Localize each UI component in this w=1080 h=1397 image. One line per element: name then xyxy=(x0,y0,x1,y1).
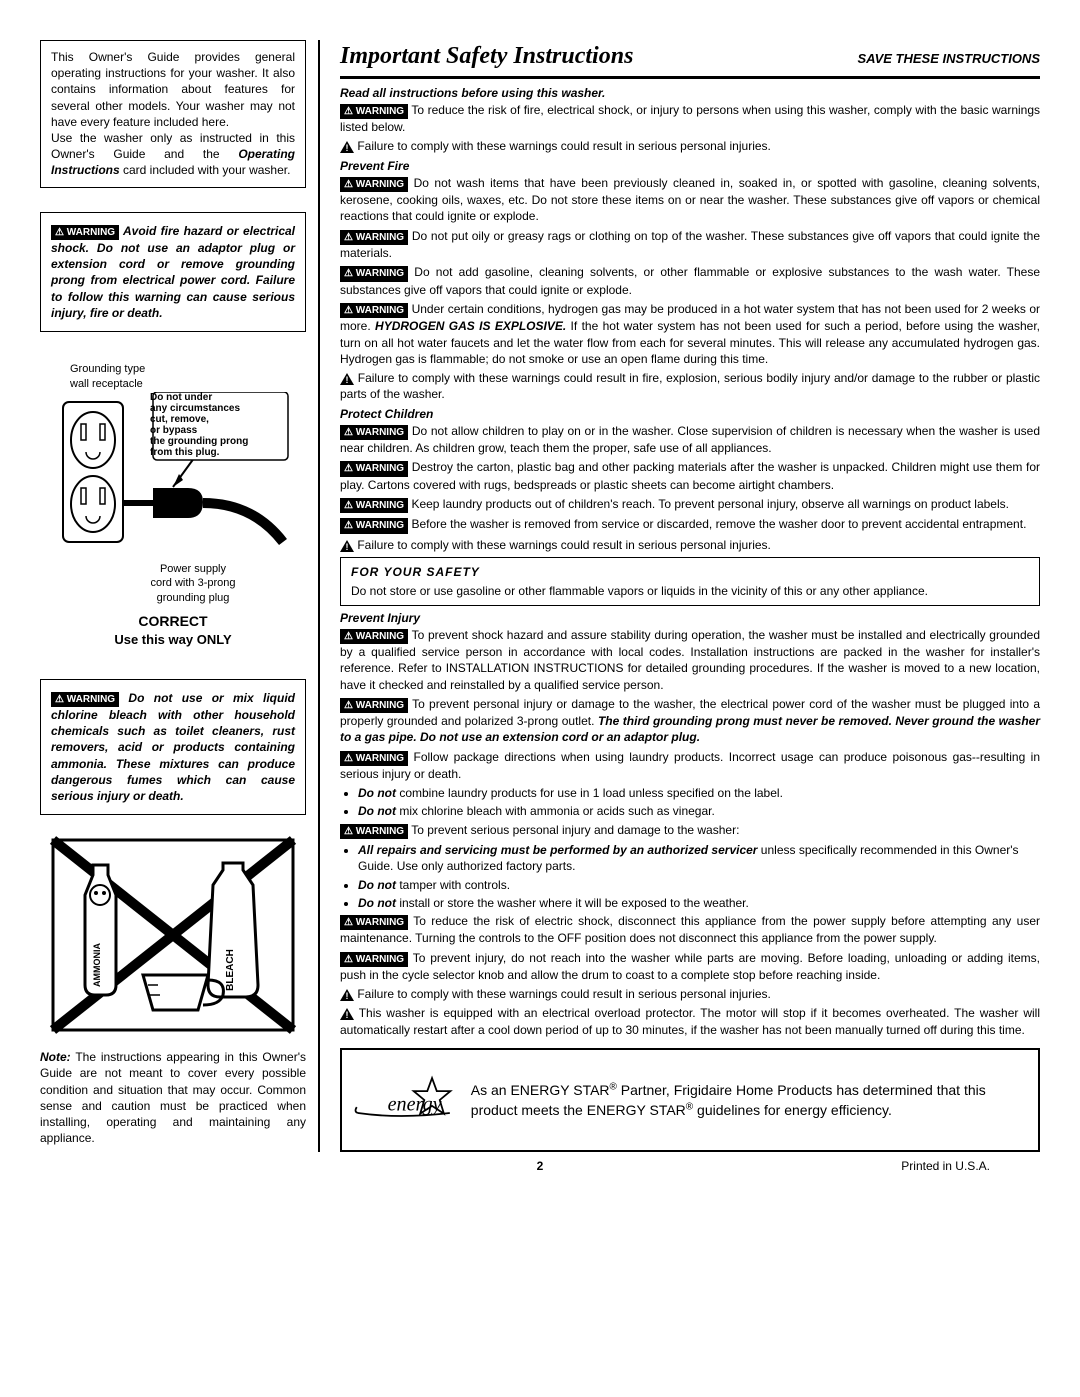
pi-7: ! This washer is equipped with an electr… xyxy=(340,1005,1040,1037)
svg-text:energy: energy xyxy=(388,1093,442,1115)
pi-5: WARNING To reduce the risk of electric s… xyxy=(340,913,1040,947)
warning-badge: WARNING xyxy=(340,461,408,477)
diagram-use-label: Use this way ONLY xyxy=(40,631,306,649)
for-your-safety-text: Do not store or use gasoline or other fl… xyxy=(351,583,1029,599)
diagram-label-2: Power supply cord with 3-prong grounding… xyxy=(40,562,306,607)
registered-icon: ® xyxy=(610,1081,617,1092)
section-protect-children: Protect Children xyxy=(340,406,1040,422)
fail-warning-2: ! Failure to comply with these warnings … xyxy=(340,537,1040,553)
svg-text:!: ! xyxy=(346,143,349,153)
danger-icon: ! xyxy=(340,540,354,552)
pi3-bullet-2: Do not mix chlorine bleach with ammonia … xyxy=(358,803,1040,819)
right-header: Important Safety Instructions SAVE THESE… xyxy=(340,40,1040,79)
warning-badge: WARNING xyxy=(340,177,408,193)
energy-star-box: energy As an ENERGY STAR® Partner, Frigi… xyxy=(340,1048,1040,1152)
pc-4: WARNING Before the washer is removed fro… xyxy=(340,516,1040,534)
warning-badge: WARNING xyxy=(340,498,408,514)
pi3-bullets: Do not combine laundry products for use … xyxy=(358,785,1040,819)
pi4-bullet-2: Do not tamper with controls. xyxy=(358,877,1040,893)
danger-icon: ! xyxy=(340,1008,354,1020)
pi-4: WARNING To prevent serious personal inju… xyxy=(340,822,1040,840)
pi4-bullets: All repairs and servicing must be perfor… xyxy=(358,842,1040,911)
svg-text:!: ! xyxy=(346,991,349,1001)
note-paragraph: Note: The instructions appearing in this… xyxy=(40,1049,306,1146)
section-prevent-fire: Prevent Fire xyxy=(340,158,1040,174)
note-label: Note: xyxy=(40,1050,71,1064)
danger-icon: ! xyxy=(340,141,354,153)
warning-badge: WARNING xyxy=(340,824,408,840)
warning-text-2: Do not use or mix liquid chlorine bleach… xyxy=(51,691,295,803)
warning-badge: WARNING xyxy=(340,952,408,968)
warning-badge: WARNING xyxy=(340,518,408,534)
pf-3: WARNING Do not add gasoline, cleaning so… xyxy=(340,264,1040,298)
svg-text:!: ! xyxy=(346,542,349,552)
diagram-label-1: Grounding type wall receptacle xyxy=(40,362,306,392)
printed-label: Printed in U.S.A. xyxy=(901,1158,990,1174)
pc-3: WARNING Keep laundry products out of chi… xyxy=(340,496,1040,514)
warning-badge: WARNING xyxy=(51,692,119,708)
note-text: The instructions appearing in this Owner… xyxy=(40,1050,306,1145)
ammonia-bleach-illustration: AMMONIA BLEACH xyxy=(48,835,298,1035)
energy-star-text: As an ENERGY STAR® Partner, Frigidaire H… xyxy=(471,1080,1028,1121)
warning-badge: WARNING xyxy=(340,629,408,645)
pc-2: WARNING Destroy the carton, plastic bag … xyxy=(340,459,1040,493)
warning-badge: WARNING xyxy=(340,751,408,767)
svg-text:!: ! xyxy=(346,375,349,385)
pf-5: ! Failure to comply with these warnings … xyxy=(340,370,1040,402)
main-title: Important Safety Instructions xyxy=(340,40,633,72)
danger-icon: ! xyxy=(340,989,354,1001)
left-column: This Owner's Guide provides general oper… xyxy=(40,40,320,1152)
warning-badge: WARNING xyxy=(340,104,408,120)
warning-badge: WARNING xyxy=(340,698,408,714)
section-prevent-injury: Prevent Injury xyxy=(340,610,1040,626)
warning-badge: WARNING xyxy=(340,303,408,319)
sidebar-warning-2: WARNING Do not use or mix liquid chlorin… xyxy=(40,679,306,816)
pf-2: WARNING Do not put oily or greasy rags o… xyxy=(340,228,1040,262)
intro-paragraph-2c: card included with your washer. xyxy=(120,163,291,177)
for-your-safety-head: FOR YOUR SAFETY xyxy=(351,564,1029,580)
warning-badge: WARNING xyxy=(340,915,408,931)
pi-1: WARNING To prevent shock hazard and assu… xyxy=(340,627,1040,693)
page-footer: 2 Printed in U.S.A. xyxy=(40,1158,1040,1174)
sidebar-warning-1: WARNING Avoid fire hazard or electrical … xyxy=(40,212,306,332)
svg-text:AMMONIA: AMMONIA xyxy=(92,943,102,987)
warning-intro: WARNING To reduce the risk of fire, elec… xyxy=(340,102,1040,136)
page-number: 2 xyxy=(537,1158,544,1174)
pf-4: WARNING Under certain conditions, hydrog… xyxy=(340,301,1040,367)
fail-warning-3: ! Failure to comply with these warnings … xyxy=(340,986,1040,1002)
pi3-bullet-1: Do not combine laundry products for use … xyxy=(358,785,1040,801)
section-read-all: Read all instructions before using this … xyxy=(340,85,1040,101)
pi-3: WARNING Follow package directions when u… xyxy=(340,749,1040,783)
for-your-safety-box: FOR YOUR SAFETY Do not store or use gaso… xyxy=(340,557,1040,606)
pf-1: WARNING Do not wash items that have been… xyxy=(340,175,1040,225)
danger-icon: ! xyxy=(340,373,354,385)
intro-box: This Owner's Guide provides general oper… xyxy=(40,40,306,188)
svg-text:!: ! xyxy=(346,1010,349,1020)
pc-1: WARNING Do not allow children to play on… xyxy=(340,423,1040,457)
diagram-correct-label: CORRECT xyxy=(40,612,306,631)
warning-badge: WARNING xyxy=(340,230,408,246)
svg-text:BLEACH: BLEACH xyxy=(225,949,236,991)
outlet-diagram: Grounding type wall receptacle xyxy=(40,352,306,659)
warning-badge: WARNING xyxy=(340,425,408,441)
pi4-bullet-3: Do not install or store the washer where… xyxy=(358,895,1040,911)
page-content: This Owner's Guide provides general oper… xyxy=(40,40,1040,1152)
warning-badge: WARNING xyxy=(51,225,119,241)
right-column: Important Safety Instructions SAVE THESE… xyxy=(340,40,1040,1152)
pi4-bullet-1: All repairs and servicing must be perfor… xyxy=(358,842,1040,874)
warning-badge: WARNING xyxy=(340,266,408,282)
energy-star-logo: energy xyxy=(352,1060,453,1140)
pi-2: WARNING To prevent personal injury or da… xyxy=(340,696,1040,746)
intro-paragraph-1: This Owner's Guide provides general oper… xyxy=(51,50,295,129)
fail-warning-1: ! Failure to comply with these warnings … xyxy=(340,138,1040,154)
save-instructions-label: SAVE THESE INSTRUCTIONS xyxy=(857,50,1040,68)
pi-6: WARNING To prevent injury, do not reach … xyxy=(340,950,1040,984)
